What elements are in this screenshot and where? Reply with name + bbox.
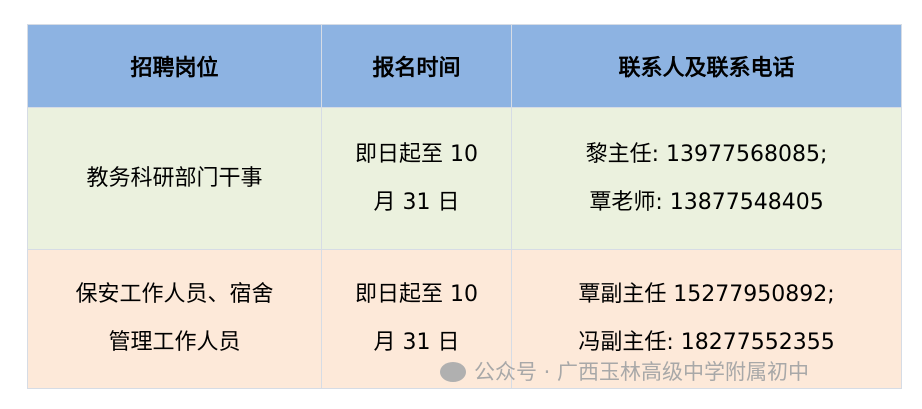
- position-text: 管理工作人员: [108, 330, 241, 355]
- watermark: 公众号 · 广西玉林高级中学附属初中: [440, 356, 809, 386]
- recruitment-table: 招聘岗位 报名时间 联系人及联系电话 教务科研部门干事 即日起至 10 月 31 …: [27, 24, 902, 389]
- wechat-icon: [440, 362, 466, 382]
- position-text: 教务科研部门干事: [86, 165, 263, 191]
- time-cell: 即日起至 10 月 31 日: [321, 249, 512, 389]
- table-row: 保安工作人员、宿舍 管理工作人员 即日起至 10 月 31 日 覃副主任 15277…: [27, 249, 902, 389]
- header-row: 招聘岗位 报名时间 联系人及联系电话: [27, 24, 902, 108]
- watermark-text: 公众号 · 广西玉林高级中学附属初中: [474, 360, 810, 384]
- header-contact: 联系人及联系电话: [511, 24, 902, 108]
- time-cell: 即日起至 10 月 31 日: [321, 107, 512, 250]
- header-time: 报名时间: [321, 24, 512, 108]
- time-text: 月 31 日: [373, 189, 460, 215]
- time-text: 即日起至 10: [355, 141, 478, 167]
- time-text: 月 31 日: [373, 330, 460, 355]
- contact-cell: 黎主任: 13977568085; 覃老师: 13877548405: [511, 107, 902, 250]
- position-cell: 保安工作人员、宿舍 管理工作人员: [27, 249, 322, 389]
- position-text: 保安工作人员、宿舍: [75, 282, 274, 307]
- table-row: 教务科研部门干事 即日起至 10 月 31 日 黎主任: 13977568085;…: [27, 107, 902, 250]
- position-cell: 教务科研部门干事: [27, 107, 322, 250]
- contact-cell: 覃副主任 15277950892; 冯副主任: 18277552355: [511, 249, 902, 389]
- time-text: 即日起至 10: [355, 282, 478, 307]
- contact-text: 覃老师: 13877548405: [589, 189, 824, 215]
- header-position: 招聘岗位: [27, 24, 322, 108]
- contact-text: 覃副主任 15277950892;: [578, 282, 835, 307]
- contact-text: 黎主任: 13977568085;: [585, 141, 828, 167]
- contact-text: 冯副主任: 18277552355: [578, 330, 835, 355]
